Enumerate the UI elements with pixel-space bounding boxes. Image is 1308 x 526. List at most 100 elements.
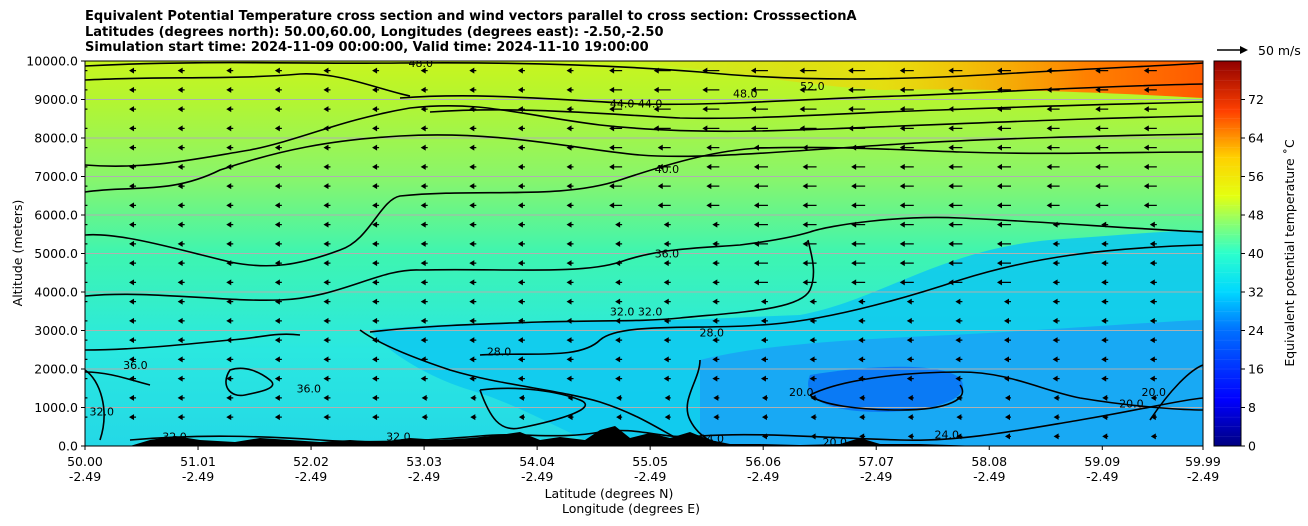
wind-vector-head: [906, 337, 912, 344]
wind-vector-head: [996, 144, 1002, 151]
wind-vector-head: [177, 183, 183, 190]
wind-vector-head: [129, 279, 135, 286]
wind-vector-head: [274, 394, 280, 401]
wind-vector-head: [226, 202, 232, 209]
wind-vector-head: [177, 67, 183, 74]
wind-vector-head: [517, 260, 523, 267]
wind-vector-head: [566, 202, 572, 209]
wind-vector-head: [566, 240, 572, 247]
wind-vector-head: [848, 125, 854, 132]
wind-vector-head: [1052, 240, 1058, 247]
wind-vector-head: [566, 163, 572, 170]
wind-vector-head: [129, 375, 135, 382]
wind-vector-head: [1101, 375, 1107, 382]
wind-vector-head: [1052, 298, 1058, 305]
wind-vector-head: [848, 106, 854, 113]
wind-vector-head: [907, 414, 913, 421]
wind-vector-head: [129, 240, 135, 247]
wind-vector-head: [420, 221, 426, 228]
wind-vector-head: [323, 163, 329, 170]
colorbar-tick-label: 56: [1248, 169, 1264, 184]
wind-vector-head: [372, 414, 378, 421]
wind-vector-head: [851, 279, 857, 286]
wind-vector-head: [226, 67, 232, 74]
wind-vector-head: [1095, 86, 1101, 93]
wind-vector-head: [657, 202, 663, 209]
wind-vector-head: [469, 337, 475, 344]
x-tick-label-lat: 59.09: [1084, 454, 1120, 469]
wind-vector-head: [955, 337, 961, 344]
y-tick-label: 7000.0: [34, 169, 78, 184]
colorbar-bands: [1214, 70, 1241, 437]
wind-vector-head: [1149, 337, 1155, 344]
wind-vector-head: [712, 260, 718, 267]
wind-vector-head: [226, 394, 232, 401]
wind-vector-head: [226, 144, 232, 151]
wind-vector-head: [906, 298, 912, 305]
wind-vector-head: [129, 202, 135, 209]
wind-vector-head: [470, 414, 476, 421]
wind-vector-head: [274, 356, 280, 363]
wind-vector-head: [948, 86, 954, 93]
wind-vector-head: [802, 240, 808, 247]
x-tick-label-lat: 53.03: [406, 454, 442, 469]
wind-vector-head: [372, 317, 378, 324]
wind-vector-head: [1046, 144, 1052, 151]
wind-vector-head: [858, 337, 864, 344]
x-tick-label-lat: 58.08: [971, 454, 1007, 469]
wind-vector-head: [517, 356, 523, 363]
wind-vector-head: [948, 279, 954, 286]
wind-vector-head: [469, 183, 475, 190]
wind-vector-head: [469, 202, 475, 209]
wind-vector-head: [616, 394, 622, 401]
wind-vector-head: [753, 163, 759, 170]
wind-vector-head: [177, 337, 183, 344]
wind-vector-head: [809, 337, 815, 344]
wind-vector-head: [1003, 337, 1009, 344]
wind-vector-head: [609, 86, 615, 93]
wind-vector-head: [469, 106, 475, 113]
x-tick-label-lon: -2.49: [634, 469, 666, 484]
wind-vector-head: [323, 337, 329, 344]
y-tick-label: 5000.0: [34, 246, 78, 261]
wind-vector-head: [129, 183, 135, 190]
wind-vector-head: [1052, 279, 1058, 286]
wind-vector-head: [955, 317, 961, 324]
wind-vector-head: [372, 356, 378, 363]
wind-vector-head: [1149, 356, 1155, 363]
wind-vector-head: [753, 260, 759, 267]
y-tick-label: 4000.0: [34, 285, 78, 300]
colorbar-tick-label: 40: [1248, 246, 1264, 261]
x-tick-label-lon: -2.49: [295, 469, 327, 484]
wind-vector-head: [799, 125, 805, 132]
wind-vector-head: [712, 221, 718, 228]
wind-vector-head: [615, 240, 621, 247]
x-tick-label-lat: 59.99: [1185, 454, 1221, 469]
title-line-1: Equivalent Potential Temperature cross s…: [85, 9, 857, 24]
wind-vector-head: [1143, 183, 1149, 190]
wind-vector-head: [948, 240, 954, 247]
wind-vector-head: [177, 163, 183, 170]
wind-vector-head: [1101, 260, 1107, 267]
x-tick-label-lat: 55.05: [632, 454, 668, 469]
wind-vector-head: [323, 67, 329, 74]
quiver-key: 50 m/s: [1217, 43, 1301, 58]
wind-vector-head: [177, 106, 183, 113]
wind-vector-head: [274, 260, 280, 267]
x-tick-label-lat: 50.00: [67, 454, 103, 469]
wind-vector-head: [129, 337, 135, 344]
wind-vector-head: [372, 183, 378, 190]
colorbar-title: Equivalent potential temperature ˚C: [1282, 139, 1297, 367]
wind-vector-head: [177, 375, 183, 382]
wind-vector-head: [372, 86, 378, 93]
wind-vector-head: [1046, 163, 1052, 170]
x-tick-label-lon: -2.49: [521, 469, 553, 484]
wind-vector-head: [1052, 317, 1058, 324]
x-tick-label-lon: -2.49: [1187, 469, 1219, 484]
wind-vector-head: [226, 279, 232, 286]
wind-vector-head: [1143, 144, 1149, 151]
wind-vector-head: [1053, 394, 1059, 401]
wind-vector-head: [996, 67, 1002, 74]
wind-vector-head: [609, 183, 615, 190]
